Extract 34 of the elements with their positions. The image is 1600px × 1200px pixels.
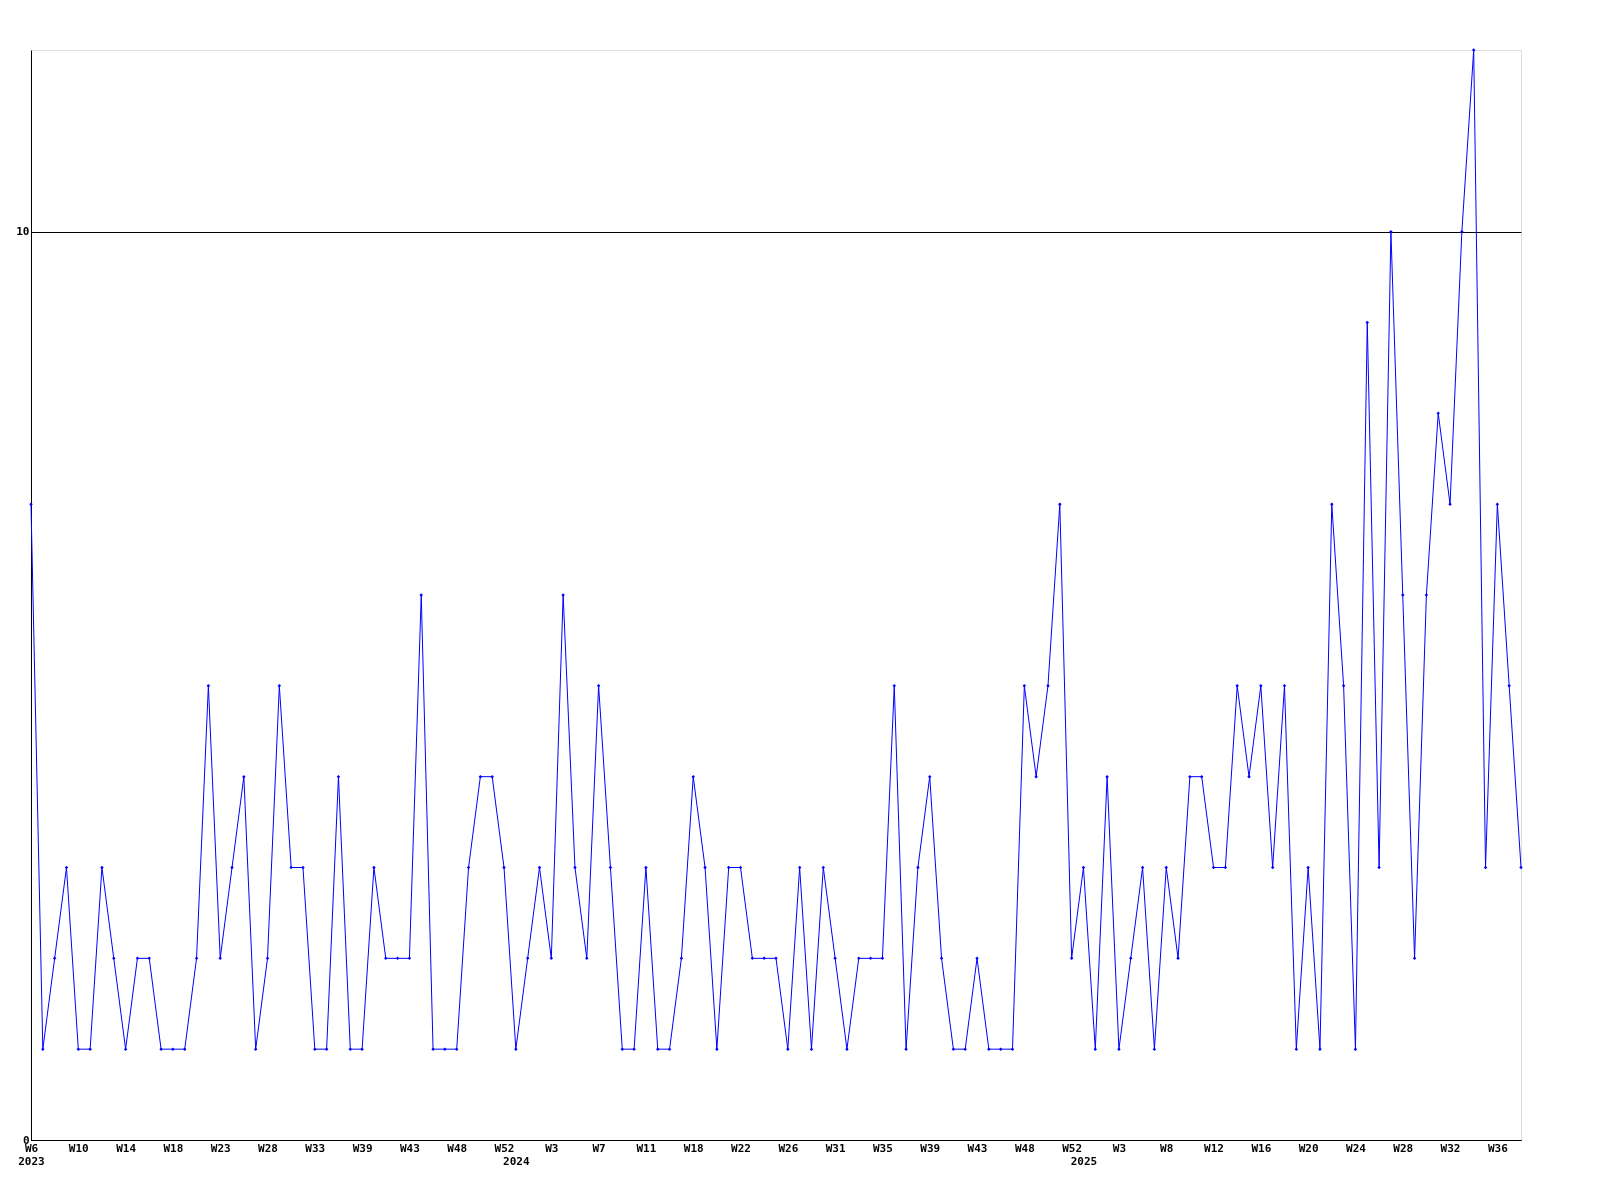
x-tick-label: W48 (447, 1141, 468, 1155)
x-tick-label: W23 (210, 1141, 231, 1155)
x-tick-label: W33 (305, 1141, 326, 1155)
x-tick-label: W52 (1062, 1141, 1083, 1155)
x-tick-label: W24 (1346, 1141, 1367, 1155)
x-tick-label: W39 (920, 1141, 941, 1155)
x-tick-label: W28 (1393, 1141, 1414, 1155)
x-tick-label: W20 (1298, 1141, 1319, 1155)
x-tick-label: W28 (258, 1141, 278, 1155)
x-tick-label: W18 (163, 1141, 184, 1155)
x-tick-label: W48 (1014, 1141, 1035, 1155)
x-tick-label: W22 (731, 1141, 751, 1155)
x-tick-label: W36 (1487, 1141, 1509, 1155)
y-tick-label: 10 (16, 225, 30, 239)
x-tick-label: W32 (1440, 1141, 1461, 1155)
x-tick-label: W16 (1251, 1141, 1272, 1155)
x-tick-label: W18 (683, 1141, 704, 1155)
x-tick-label: W7 (592, 1141, 606, 1155)
x-tick-label: W52 (494, 1141, 515, 1155)
x-tick-label: W39 (352, 1141, 373, 1155)
x-tick-label: W43 (399, 1141, 420, 1155)
x-tick-label: W35 (872, 1141, 893, 1155)
x-tick-label: W3 (1112, 1141, 1127, 1155)
x-tick-label: W10 (68, 1141, 89, 1155)
x-tick-label: W3 (545, 1141, 559, 1155)
x-tick-label: W26 (778, 1141, 799, 1155)
x-tick-label: 2025 (1070, 1154, 1098, 1168)
x-tick-label: W31 (825, 1141, 846, 1155)
x-tick-label: W11 (636, 1141, 657, 1155)
x-tick-label: W8 (1160, 1141, 1174, 1155)
x-tick-label: W12 (1204, 1141, 1224, 1155)
x-tick-label: W43 (967, 1141, 988, 1155)
x-tick-label: W14 (116, 1141, 137, 1155)
x-tick-label: 2024 (503, 1154, 530, 1168)
